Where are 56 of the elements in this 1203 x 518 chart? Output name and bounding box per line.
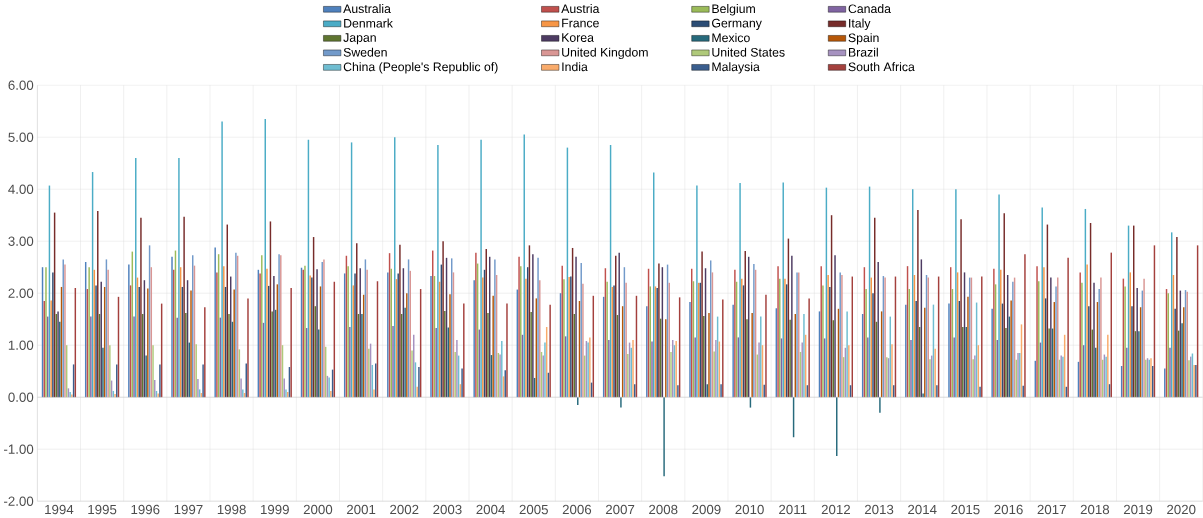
x-tick-label: 2001 bbox=[346, 504, 376, 515]
x-tick-label: 1995 bbox=[88, 504, 117, 515]
legend-label: Malaysia bbox=[712, 62, 760, 74]
x-tick-label: 2014 bbox=[908, 504, 937, 515]
legend-label: France bbox=[562, 19, 599, 28]
x-tick-label: 2019 bbox=[1123, 504, 1153, 515]
y-tick-label: 3.00 bbox=[8, 236, 34, 247]
x-tick-label: 2006 bbox=[562, 504, 592, 515]
x-tick-label: 1999 bbox=[260, 504, 289, 515]
y-tick-label: 5.00 bbox=[8, 132, 34, 143]
x-tick-label: 2011 bbox=[779, 504, 807, 515]
y-tick-label: 4.00 bbox=[8, 184, 34, 195]
legend-label: India bbox=[562, 62, 588, 72]
x-tick-label: 2016 bbox=[994, 504, 1023, 515]
y-tick-label: 0.00 bbox=[8, 392, 34, 403]
x-tick-label: 2004 bbox=[476, 504, 505, 515]
x-tick-label: 2000 bbox=[303, 504, 333, 515]
legend-label: Brazil bbox=[848, 47, 878, 57]
x-tick-label: 1996 bbox=[131, 504, 160, 515]
legend-label: Austria bbox=[561, 4, 600, 14]
legend-label: South Africa bbox=[848, 62, 915, 72]
x-tick-label: 2012 bbox=[821, 504, 850, 515]
x-tick-label: 2020 bbox=[1167, 504, 1196, 515]
legend-label: United Kingdom bbox=[562, 47, 648, 60]
legend-label: Sweden bbox=[343, 47, 387, 57]
x-tick-label: 2002 bbox=[390, 504, 419, 515]
x-tick-label: 1997 bbox=[174, 504, 203, 515]
x-tick-label: 2009 bbox=[692, 504, 721, 515]
x-tick-label: 2005 bbox=[519, 504, 548, 515]
legend-label: United States bbox=[712, 47, 785, 57]
x-tick-label: 2010 bbox=[735, 504, 764, 515]
y-tick-label: 1.00 bbox=[8, 340, 34, 351]
legend-label: Korea bbox=[562, 33, 594, 43]
legend-label: Australia bbox=[343, 4, 391, 14]
x-tick-label: 2018 bbox=[1080, 504, 1110, 515]
x-tick-label: 2015 bbox=[951, 504, 980, 515]
x-tick-label: 2013 bbox=[864, 504, 894, 515]
y-tick-label: -2.00 bbox=[4, 496, 34, 507]
x-tick-label: 1998 bbox=[217, 504, 246, 515]
legend-label: Japan bbox=[343, 33, 376, 45]
x-tick-label: 2007 bbox=[605, 504, 635, 515]
x-tick-label: 2003 bbox=[433, 504, 462, 515]
x-tick-label: 2008 bbox=[649, 504, 678, 515]
y-tick-label: 2.00 bbox=[8, 288, 34, 299]
legend-label: China (People's Republic of) bbox=[343, 62, 498, 74]
y-tick-label: -1.00 bbox=[4, 444, 34, 455]
legend-label: Belgium bbox=[712, 4, 755, 16]
legend-label: Canada bbox=[848, 4, 891, 14]
legend-label: Denmark bbox=[344, 18, 393, 28]
legend-label: Spain bbox=[848, 33, 879, 45]
legend-label: Mexico bbox=[712, 33, 750, 43]
legend-label: Germany bbox=[712, 18, 762, 31]
y-tick-label: 6.00 bbox=[8, 80, 34, 91]
x-tick-label: 1994 bbox=[45, 504, 74, 515]
legend-label: Italy bbox=[849, 18, 871, 31]
x-tick-label: 2017 bbox=[1037, 504, 1066, 515]
